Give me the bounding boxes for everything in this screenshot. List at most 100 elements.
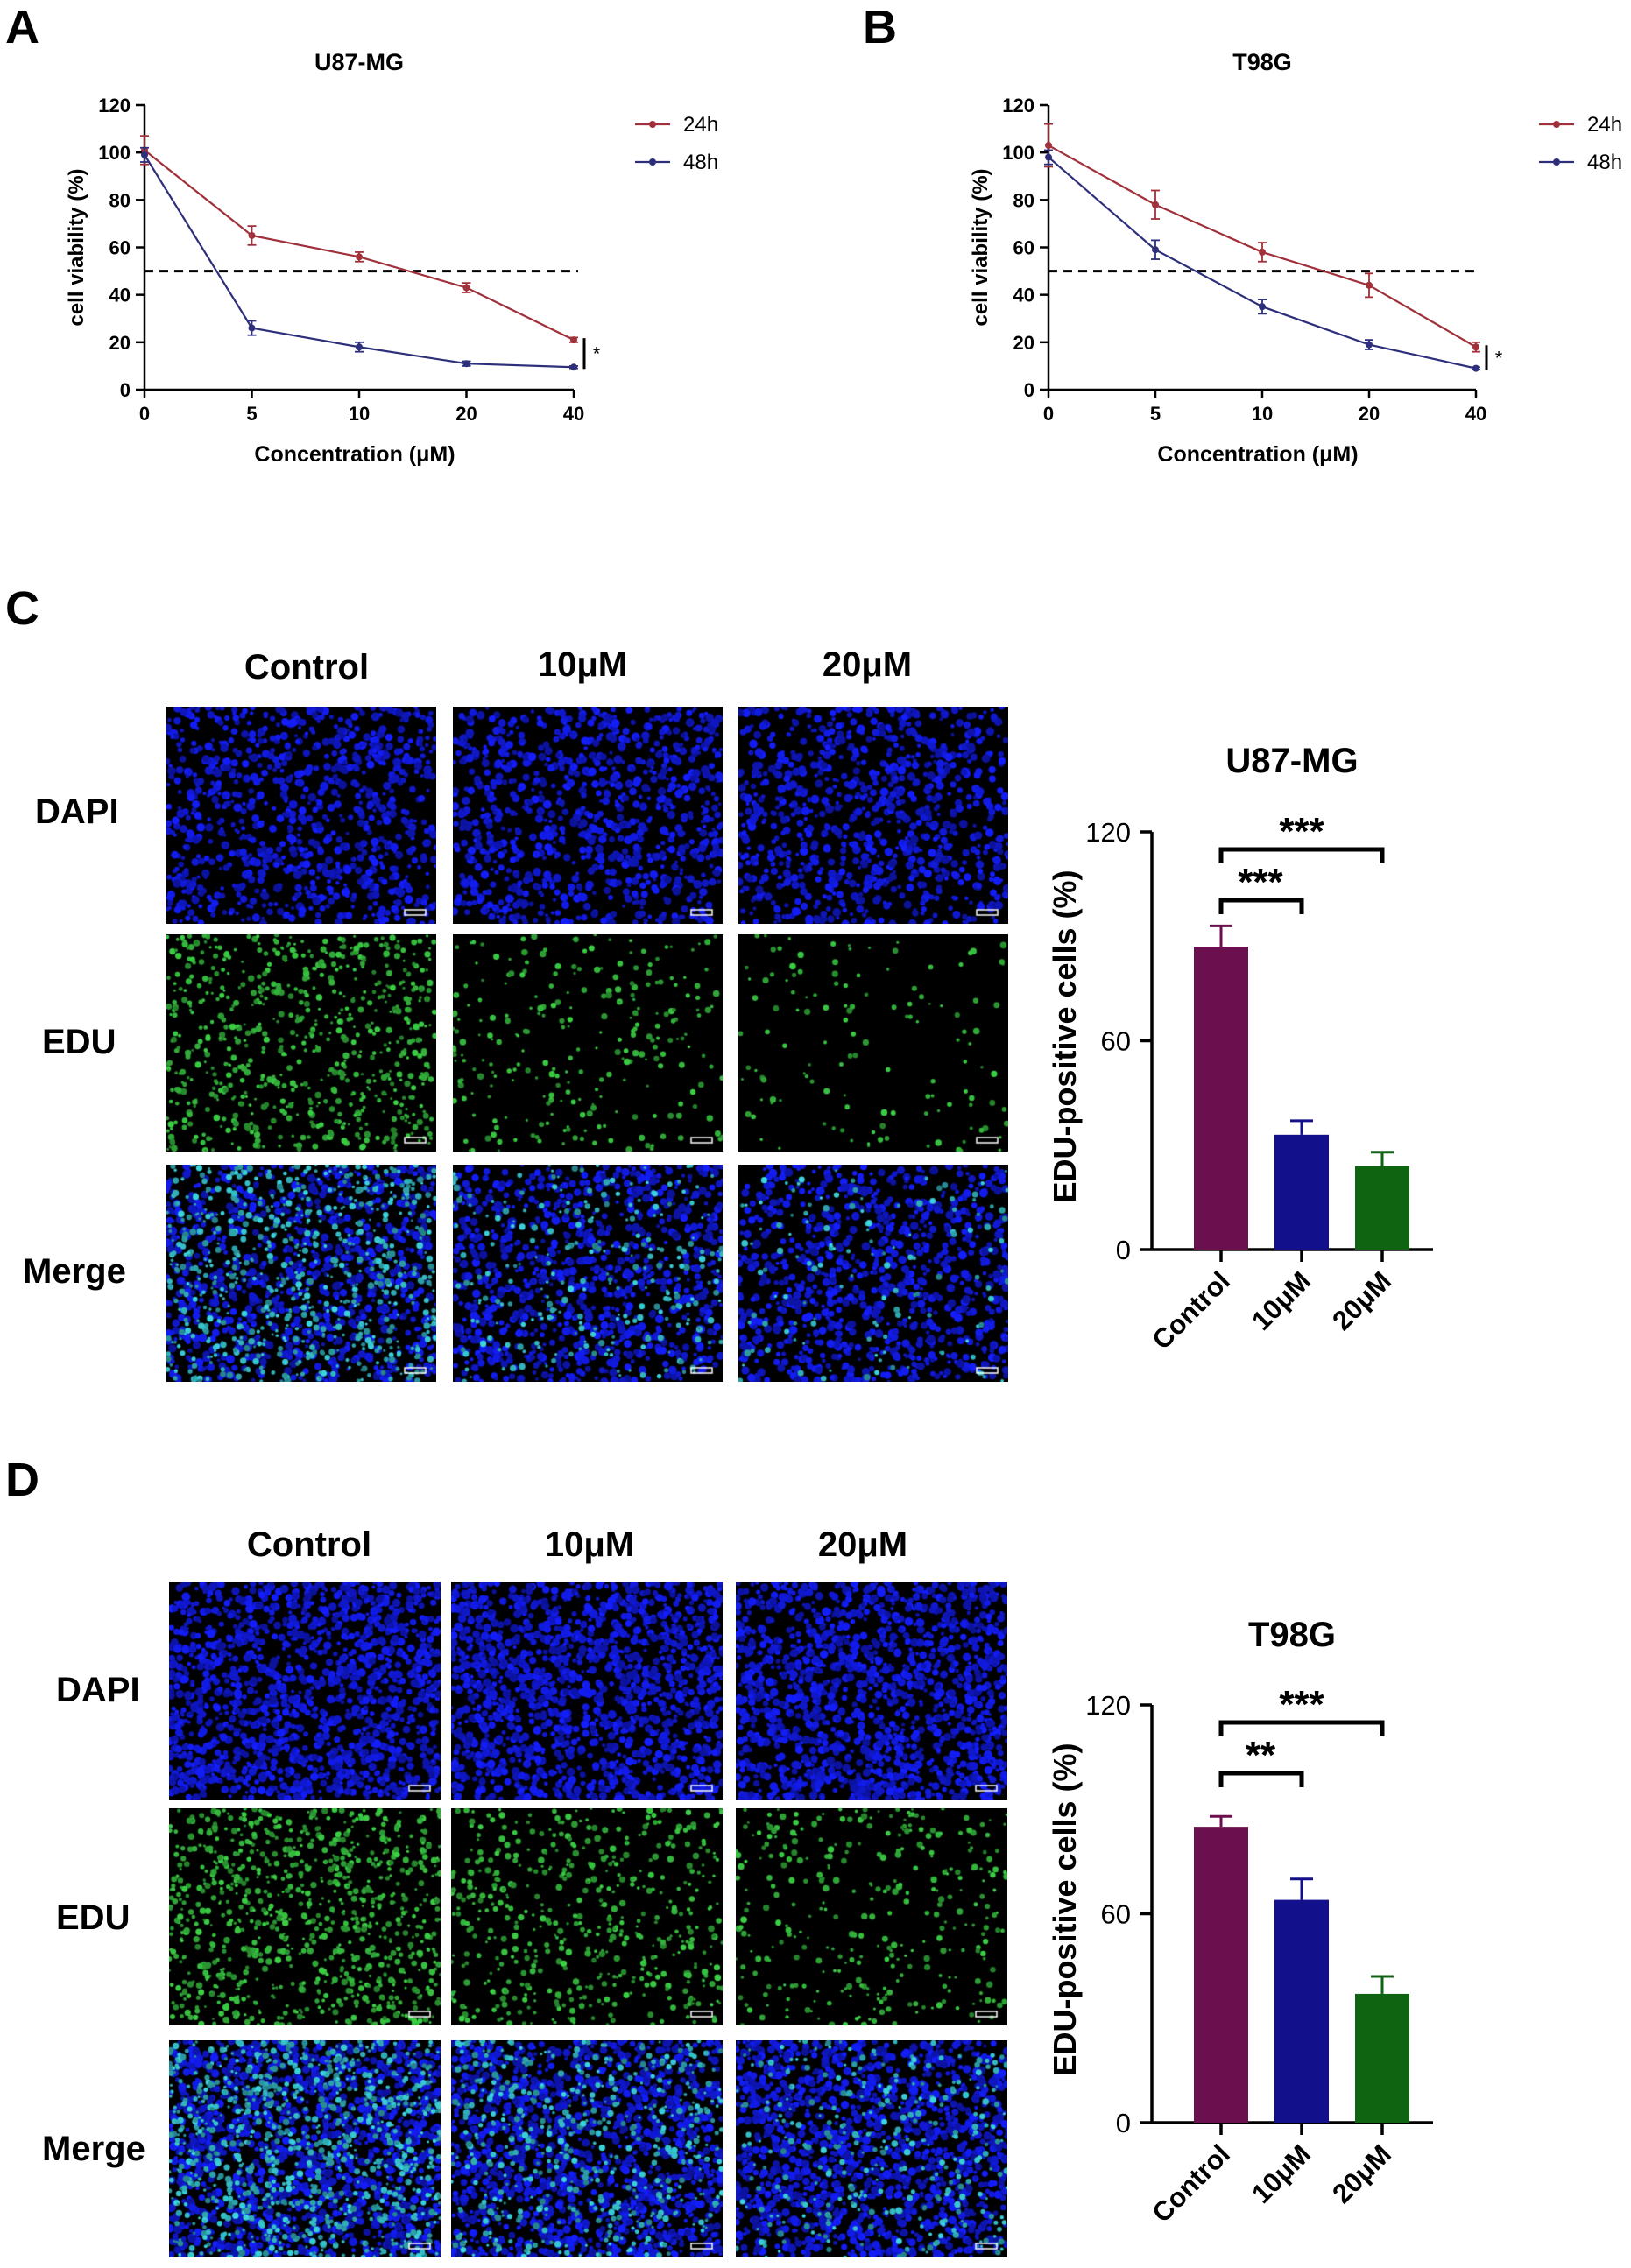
- data-point: [248, 231, 256, 239]
- panel-letter-c: C: [5, 582, 39, 635]
- line-chart-b: T98G 0 20 40 60 80 100 120 0 5 10 20 40 Concentration…: [969, 49, 1622, 467]
- micrograph-d-merge-1: [451, 2040, 723, 2257]
- x-tick-label: 10μM: [1246, 1265, 1317, 1336]
- grid-d-col-10um: 10μM: [544, 1525, 635, 1564]
- x-tick-label: 5: [246, 403, 257, 425]
- micrograph-d-dapi-1: [451, 1582, 723, 1800]
- y-tick-label: 60: [1101, 1026, 1131, 1057]
- data-point: [1045, 142, 1052, 150]
- legend-marker: [649, 121, 656, 128]
- bar-0: [1194, 947, 1248, 1250]
- y-tick-label: 40: [109, 285, 131, 306]
- micrograph-c-dapi-1: [453, 707, 723, 924]
- micrograph-d-dapi-0: [169, 1582, 441, 1800]
- x-tick-label: Control: [1146, 1265, 1236, 1356]
- y-tick-label: 0: [1116, 1235, 1131, 1265]
- x-tick-label: 10μM: [1246, 2138, 1317, 2209]
- micrograph-c-dapi-2: [738, 707, 1008, 924]
- chart-title: U87-MG: [314, 49, 404, 75]
- y-tick-label: 60: [1101, 1899, 1131, 1930]
- comparison-bracket: [1218, 847, 1385, 863]
- panel-letter-a: A: [5, 1, 39, 53]
- x-tick-label: 5: [1150, 403, 1161, 425]
- x-tick-label: 40: [563, 403, 584, 425]
- data-point: [1472, 343, 1479, 351]
- comparison-bracket: [1218, 898, 1304, 914]
- bar-2: [1355, 1993, 1409, 2123]
- data-point: [1472, 364, 1479, 372]
- data-point: [1045, 153, 1052, 161]
- line-chart-a: U87-MG 0 20 40 60 80 100 120 0 5 10 20 40 Concentrati…: [65, 49, 718, 467]
- x-tick-label: 20μM: [1326, 2138, 1397, 2209]
- grid-c-col-20um: 20μM: [822, 645, 913, 684]
- y-tick-label: 20: [1013, 332, 1034, 354]
- grid-c-col-control: Control: [244, 648, 370, 687]
- y-tick-label: 40: [1013, 285, 1034, 306]
- y-tick-label: 60: [109, 237, 131, 259]
- y-tick-label: 100: [98, 142, 131, 164]
- panel-letter-d: D: [5, 1454, 39, 1506]
- grid-c-row-edu: EDU: [42, 1023, 116, 1061]
- y-tick-label: 0: [1116, 2108, 1131, 2138]
- micrograph-d-merge-0: [169, 2040, 441, 2257]
- y-tick-label: 20: [109, 332, 131, 354]
- micrograph-d-edu-2: [736, 1808, 1007, 2025]
- bar-1: [1274, 1134, 1329, 1250]
- comparison-bracket: [1218, 1771, 1304, 1787]
- chart-title: T98G: [1232, 49, 1292, 75]
- data-point: [1259, 303, 1266, 311]
- data-point: [356, 253, 363, 261]
- data-point: [1259, 248, 1266, 256]
- y-tick-label: 80: [109, 189, 131, 211]
- y-tick-label: 120: [1002, 95, 1034, 116]
- micrograph-c-merge-2: [738, 1165, 1008, 1382]
- x-tick-label: 40: [1465, 403, 1486, 425]
- x-tick-label: 20: [1359, 403, 1380, 425]
- legend-label-24h: 24h: [683, 113, 718, 137]
- bar-2: [1355, 1166, 1409, 1250]
- micrograph-c-merge-1: [453, 1165, 723, 1382]
- y-tick-label: 120: [98, 95, 131, 116]
- micrograph-c-dapi-0: [166, 707, 436, 924]
- x-axis-label: Concentration (μM): [1157, 442, 1358, 467]
- comparison-label: ***: [1279, 1683, 1324, 1726]
- x-tick-label: 10: [349, 403, 370, 425]
- data-point: [462, 284, 470, 292]
- micrograph-c-edu-1: [453, 934, 723, 1152]
- micrograph-c-edu-2: [738, 934, 1008, 1152]
- data-point: [570, 336, 577, 344]
- y-axis-label: EDU-positive cells (%): [1047, 1743, 1083, 2075]
- significance-label: *: [593, 343, 601, 365]
- x-axis-label: Concentration (μM): [254, 442, 455, 467]
- data-point: [462, 360, 470, 368]
- y-tick-label: 60: [1013, 237, 1034, 259]
- chart-title: T98G: [1248, 1616, 1336, 1654]
- micrograph-d-edu-1: [451, 1808, 723, 2025]
- micrograph-c-edu-0: [166, 934, 436, 1152]
- series-line-24h: [144, 149, 575, 342]
- grid-d-col-control: Control: [246, 1525, 372, 1564]
- y-tick-label: 100: [1002, 142, 1034, 164]
- legend-label-24h: 24h: [1587, 113, 1622, 137]
- data-point: [1366, 341, 1373, 349]
- y-tick-label: 120: [1085, 1690, 1131, 1721]
- grid-d-row-dapi: DAPI: [56, 1671, 140, 1709]
- bar-0: [1194, 1827, 1248, 2123]
- grid-c-row-dapi: DAPI: [35, 792, 119, 831]
- data-point: [141, 151, 148, 158]
- legend-marker: [1553, 121, 1560, 128]
- comparison-bracket: [1218, 1720, 1385, 1736]
- data-point: [1366, 281, 1373, 289]
- y-tick-label: 0: [120, 379, 131, 401]
- legend-marker: [1553, 158, 1560, 166]
- y-axis-label: cell viability (%): [65, 168, 88, 326]
- y-axis-label: cell viability (%): [969, 168, 992, 326]
- y-tick-label: 120: [1085, 817, 1131, 848]
- bar-1: [1274, 1899, 1329, 2123]
- x-tick-label: 0: [1043, 403, 1054, 425]
- significance-label: *: [1495, 347, 1503, 369]
- x-tick-label: Control: [1146, 2138, 1236, 2229]
- comparison-label: ***: [1238, 861, 1283, 904]
